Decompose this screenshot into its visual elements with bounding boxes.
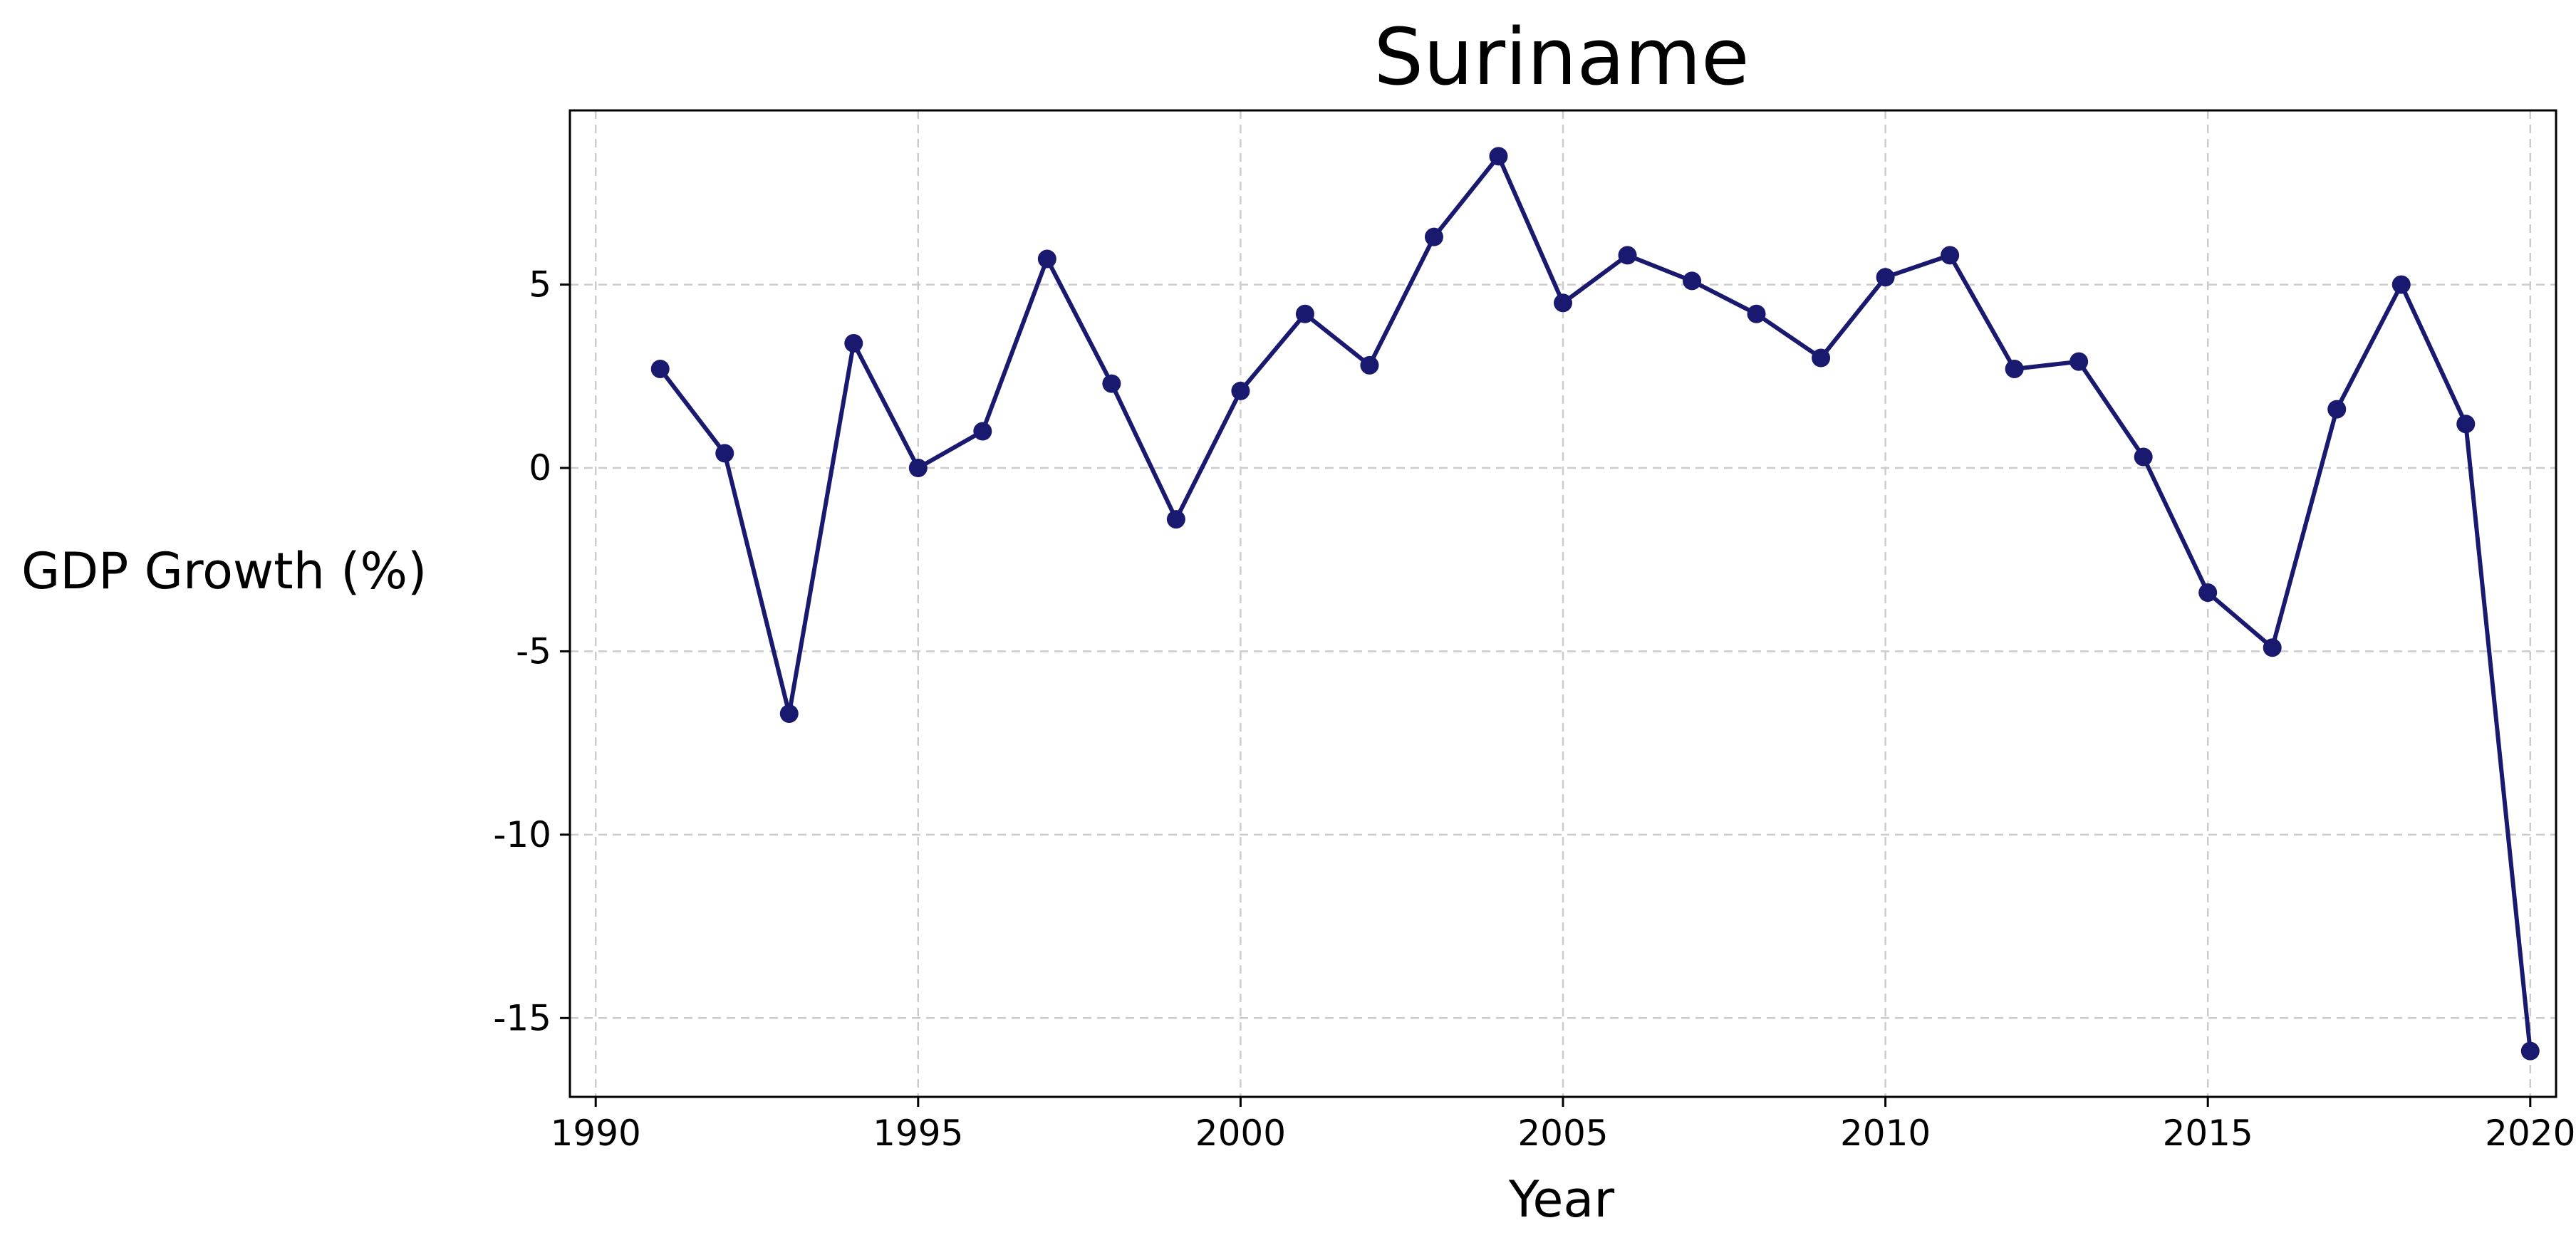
data-point bbox=[2327, 400, 2347, 419]
data-point bbox=[715, 444, 734, 463]
data-point bbox=[1360, 355, 1379, 375]
x-tick-label: 1990 bbox=[551, 1113, 641, 1154]
data-point bbox=[1166, 510, 1185, 529]
data-point bbox=[2005, 359, 2024, 378]
y-axis-label: GDP Growth (%) bbox=[21, 542, 427, 600]
data-point bbox=[1231, 381, 1250, 400]
x-axis: 1990 1995 2000 2005 2010 2015 2020 bbox=[551, 1097, 2575, 1154]
y-tick-label: -5 bbox=[516, 630, 551, 672]
y-axis: -15 -10 -5 0 5 bbox=[493, 264, 570, 1038]
x-tick-label: 2005 bbox=[1517, 1113, 1608, 1154]
x-tick-label: 2020 bbox=[2485, 1113, 2575, 1154]
data-point bbox=[844, 333, 863, 353]
x-tick-label: 2015 bbox=[2163, 1113, 2253, 1154]
grid bbox=[570, 110, 2556, 1097]
data-point bbox=[2520, 1041, 2540, 1061]
data-point bbox=[1037, 249, 1056, 269]
data-point bbox=[1747, 304, 1766, 323]
data-point bbox=[779, 704, 799, 723]
x-axis-label: Year bbox=[1508, 1170, 1614, 1229]
data-point bbox=[1941, 246, 1960, 265]
data-point bbox=[1489, 147, 1508, 166]
data-point bbox=[1554, 293, 1572, 313]
x-tick-label: 2000 bbox=[1195, 1113, 1286, 1154]
data-point bbox=[1295, 304, 1314, 323]
x-tick-label: 2010 bbox=[1840, 1113, 1931, 1154]
y-tick-label: -10 bbox=[493, 814, 551, 855]
data-point bbox=[1102, 374, 1121, 393]
y-tick-label: -15 bbox=[493, 997, 551, 1038]
data-point bbox=[2391, 275, 2411, 294]
data-point bbox=[2198, 583, 2218, 603]
data-point bbox=[2456, 415, 2476, 434]
data-point bbox=[1812, 348, 1831, 368]
chart-title: Suriname bbox=[1373, 11, 1749, 103]
data-point bbox=[1618, 246, 1637, 265]
data-point bbox=[2069, 352, 2089, 371]
data-point bbox=[1683, 271, 1702, 291]
data-point bbox=[1424, 227, 1443, 246]
data-point bbox=[908, 458, 928, 477]
series-markers bbox=[650, 147, 2540, 1061]
data-point bbox=[973, 422, 992, 441]
y-tick-label: 5 bbox=[529, 264, 551, 306]
data-point bbox=[650, 359, 670, 378]
data-point bbox=[2134, 447, 2153, 467]
series-line bbox=[658, 154, 2533, 1051]
data-point bbox=[1876, 268, 1895, 287]
data-point bbox=[2263, 638, 2282, 657]
x-tick-label: 1995 bbox=[873, 1113, 963, 1154]
y-tick-label: 0 bbox=[529, 447, 551, 489]
